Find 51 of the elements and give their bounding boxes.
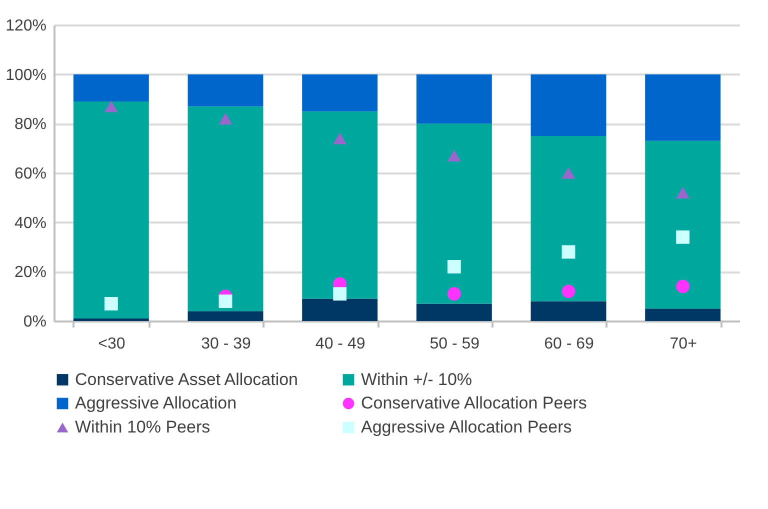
y-tick-label: 40% (14, 214, 46, 232)
bar (645, 308, 721, 321)
y-tick-label: 120% (6, 18, 46, 34)
y-tick-label: 20% (14, 264, 46, 282)
point (562, 167, 576, 179)
point (218, 112, 232, 125)
x-tick-label: 30 - 39 (201, 336, 252, 352)
legend-label: Within +/- 10% (361, 370, 472, 389)
bar (416, 304, 492, 321)
legend-label: Aggressive Allocation Peers (361, 418, 572, 436)
point (676, 186, 690, 199)
bar (73, 101, 149, 319)
bar (302, 111, 378, 299)
point (333, 132, 347, 144)
point (218, 294, 232, 308)
y-tick-label: 80% (14, 116, 46, 134)
bar (645, 140, 721, 309)
legend-label: Conservative Asset Allocation (75, 370, 298, 389)
bar (73, 74, 149, 102)
point (104, 100, 118, 112)
legend-label: Conservative Allocation Peers (361, 394, 587, 412)
point (104, 297, 118, 310)
bar (645, 74, 721, 141)
point (562, 245, 576, 259)
x-tick-label: 70+ (670, 336, 697, 352)
bar (188, 74, 264, 106)
x-tick-label: 50 - 59 (430, 336, 480, 352)
bar (530, 136, 606, 302)
y-tick-label: 0% (23, 314, 46, 330)
y-tick-label: 100% (6, 66, 46, 84)
point (676, 230, 690, 244)
bar (302, 74, 378, 112)
bar (188, 311, 264, 321)
point (447, 150, 461, 162)
bar (416, 74, 492, 124)
bar (416, 124, 492, 304)
bar (188, 106, 264, 312)
legend-label: Within 10% Peers (75, 418, 210, 436)
x-tick-label: 60 - 69 (544, 336, 594, 352)
bar (530, 301, 606, 321)
x-tick-label: <30 (98, 336, 126, 352)
x-tick-label: 40 - 49 (315, 336, 366, 352)
point (562, 284, 576, 298)
point (447, 287, 461, 301)
bar (530, 74, 606, 136)
point (333, 287, 347, 301)
legend-label: Aggressive Allocation (75, 394, 237, 412)
y-tick-label: 60% (14, 166, 46, 182)
point (676, 280, 690, 294)
bar (302, 298, 378, 321)
point (447, 260, 461, 274)
